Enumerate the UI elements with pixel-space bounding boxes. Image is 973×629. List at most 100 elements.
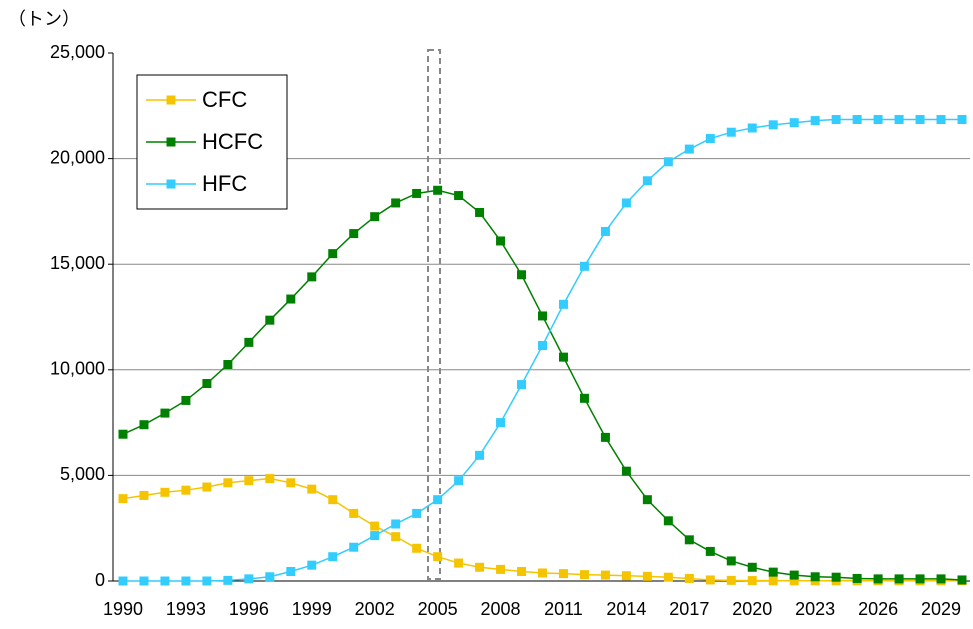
- data-point: [726, 556, 736, 566]
- x-tick-label: 1999: [292, 599, 332, 619]
- data-point: [726, 575, 736, 585]
- series-line: [122, 477, 962, 582]
- data-point: [370, 212, 380, 222]
- x-tick-label: 2008: [481, 599, 521, 619]
- data-point: [705, 546, 715, 556]
- data-point: [789, 576, 799, 586]
- data-point: [642, 176, 652, 186]
- data-point: [768, 576, 778, 586]
- data-point: [726, 127, 736, 137]
- x-tick-label: 1993: [166, 599, 206, 619]
- data-point: [936, 574, 946, 584]
- data-point: [600, 226, 610, 236]
- y-tick-label: 20,000: [50, 147, 105, 167]
- data-point: [517, 270, 527, 280]
- y-axis-label: （トン）: [8, 9, 80, 29]
- data-point: [391, 198, 401, 208]
- data-point: [579, 570, 589, 580]
- data-point: [160, 576, 170, 586]
- data-point: [747, 562, 757, 572]
- data-point: [600, 570, 610, 580]
- data-point: [286, 478, 296, 488]
- data-point: [286, 566, 296, 576]
- legend-marker: [166, 95, 176, 105]
- data-point: [789, 118, 799, 128]
- legend: CFC HCFC HFC: [136, 74, 288, 210]
- data-point: [139, 490, 149, 500]
- data-point: [202, 379, 212, 389]
- data-point: [412, 188, 422, 198]
- data-point: [328, 552, 338, 562]
- x-tick-label: 2002: [355, 599, 395, 619]
- data-point: [538, 341, 547, 351]
- data-point: [202, 576, 212, 586]
- data-point: [747, 123, 757, 133]
- data-point: [118, 429, 128, 439]
- data-point: [181, 576, 191, 586]
- data-point: [454, 476, 464, 486]
- legend-label: CFC: [202, 87, 247, 112]
- data-point: [831, 572, 841, 582]
- data-point: [768, 120, 778, 130]
- data-point: [118, 576, 128, 586]
- data-point: [705, 575, 715, 585]
- data-point: [307, 272, 317, 282]
- data-point: [642, 495, 652, 505]
- data-point: [475, 450, 485, 460]
- data-point: [328, 249, 338, 259]
- x-tick-label: 2014: [606, 599, 646, 619]
- x-tick-label: 2023: [795, 599, 835, 619]
- data-point: [391, 532, 401, 542]
- data-point: [894, 574, 904, 584]
- data-point: [600, 432, 610, 442]
- x-tick-label: 2017: [669, 599, 709, 619]
- data-point: [852, 115, 862, 125]
- data-point: [642, 571, 652, 581]
- data-point: [265, 572, 275, 582]
- data-point: [517, 380, 527, 390]
- data-point: [475, 207, 485, 217]
- data-point: [621, 571, 631, 581]
- data-point: [558, 299, 568, 309]
- data-point: [370, 521, 380, 531]
- data-point: [412, 543, 422, 553]
- x-tick-label: 1996: [229, 599, 269, 619]
- y-tick-label: 15,000: [50, 253, 105, 273]
- data-point: [894, 115, 904, 125]
- x-tick-label: 2020: [732, 599, 772, 619]
- legend-label: HFC: [202, 171, 247, 196]
- data-point: [391, 519, 401, 529]
- data-point: [433, 495, 443, 505]
- data-point: [663, 516, 673, 526]
- data-point: [475, 562, 485, 572]
- data-point: [558, 569, 568, 579]
- data-point: [181, 485, 191, 495]
- data-point: [789, 570, 799, 580]
- data-point: [223, 575, 233, 585]
- data-point: [223, 478, 233, 488]
- data-point: [831, 115, 841, 125]
- data-point: [538, 568, 547, 578]
- data-point: [118, 494, 128, 504]
- series-line: [122, 189, 963, 581]
- data-point: [957, 575, 967, 585]
- data-point: [957, 115, 967, 125]
- x-tick-label: 2029: [921, 599, 961, 619]
- data-point: [307, 484, 317, 494]
- data-point: [265, 315, 275, 325]
- data-point: [496, 236, 506, 246]
- data-point: [433, 552, 443, 562]
- y-tick-label: 0: [95, 570, 105, 590]
- data-point: [810, 116, 820, 126]
- data-point: [579, 393, 589, 403]
- data-point: [517, 566, 527, 576]
- data-point: [370, 531, 380, 541]
- data-point: [265, 474, 275, 484]
- data-point: [621, 198, 631, 208]
- data-point: [412, 508, 422, 518]
- data-point: [181, 395, 191, 405]
- y-tick-label: 5,000: [60, 464, 105, 484]
- x-tick-label: 2026: [858, 599, 898, 619]
- data-point: [579, 261, 589, 271]
- data-point: [663, 157, 673, 167]
